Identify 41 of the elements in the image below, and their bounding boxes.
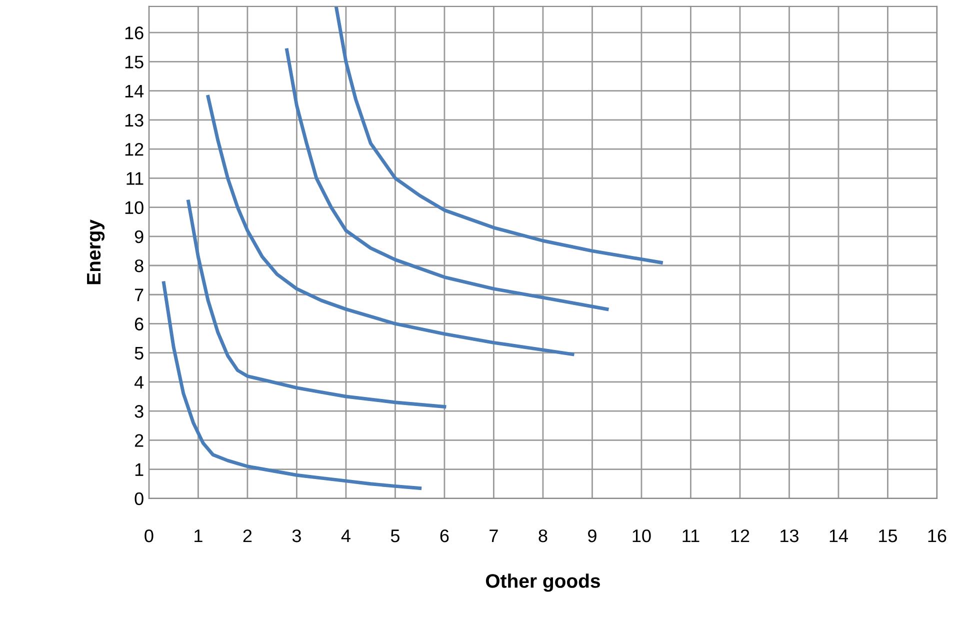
y-tick-label: 14 <box>125 84 144 98</box>
x-tick-label: 10 <box>632 529 651 542</box>
x-tick-label: 5 <box>390 530 400 542</box>
x-tick-label: 11 <box>682 530 700 542</box>
x-tick-label: 4 <box>341 530 350 542</box>
x-tick-label: 14 <box>830 530 848 542</box>
y-tick-label: 15 <box>125 56 144 68</box>
y-tick-label: 3 <box>134 405 144 418</box>
y-tick-label: 2 <box>134 434 144 447</box>
y-tick-label: 10 <box>125 201 144 214</box>
line-series <box>186 200 446 408</box>
x-tick-label: 2 <box>243 529 252 542</box>
y-tick-label: 6 <box>134 318 144 330</box>
y-tick-label: 7 <box>134 288 144 302</box>
line-series <box>206 94 574 356</box>
x-tick-label: 8 <box>538 529 548 542</box>
x-tick-label: 9 <box>588 529 596 542</box>
y-tick-label: 5 <box>134 346 144 360</box>
x-tick-label: 3 <box>292 529 301 542</box>
x-tick-label: 16 <box>928 529 946 542</box>
x-tick-label: 12 <box>731 529 750 542</box>
x-tick-label: 6 <box>440 529 449 542</box>
y-tick-label: 9 <box>134 230 144 244</box>
y-tick-label: 16 <box>125 26 144 40</box>
line-series <box>334 6 663 264</box>
y-tick-label: 4 <box>134 376 144 389</box>
y-tick-label: 11 <box>126 172 144 185</box>
x-tick-label: 7 <box>490 530 498 542</box>
y-tick-label: 1 <box>135 463 144 476</box>
x-axis-title: Other goods <box>486 574 600 592</box>
y-tick-label: 13 <box>125 114 144 127</box>
x-tick-label: 1 <box>194 530 202 542</box>
x-tick-label: 15 <box>879 530 898 542</box>
y-axis-title: Energy <box>87 220 105 284</box>
line-series <box>285 48 609 311</box>
line-series <box>162 281 422 490</box>
y-tick-label: 8 <box>134 259 144 272</box>
y-tick-label: 0 <box>134 492 144 506</box>
x-tick-label: 0 <box>144 529 154 542</box>
y-tick-label: 12 <box>125 142 144 156</box>
x-tick-label: 13 <box>780 529 798 542</box>
